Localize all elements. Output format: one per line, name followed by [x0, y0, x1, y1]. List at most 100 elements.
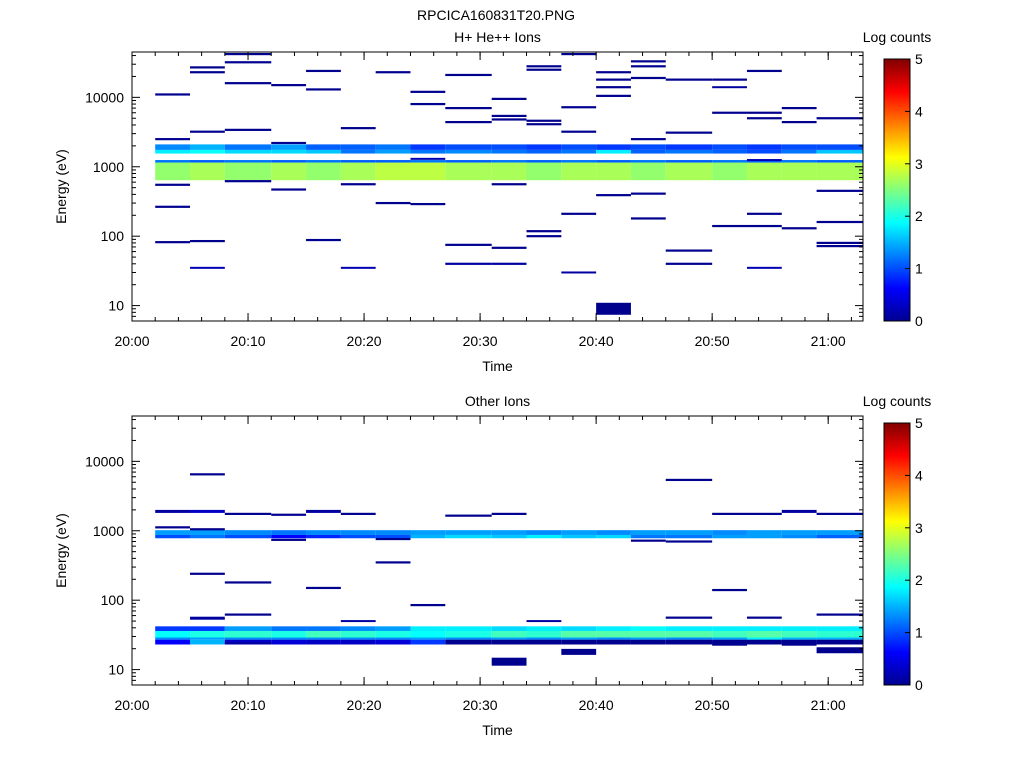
heatmap-band-cell — [665, 639, 713, 645]
heatmap-band-cell — [665, 162, 713, 181]
heatmap-band-cell — [410, 637, 446, 640]
heatmap-cell — [340, 512, 376, 515]
heatmap-cell — [271, 513, 307, 516]
colorbar-tick-label: 3 — [915, 156, 923, 172]
heatmap-cell — [224, 61, 272, 64]
heatmap-band-cell — [526, 534, 562, 539]
heatmap-band-cell — [306, 162, 341, 181]
heatmap-band-cell — [306, 630, 341, 638]
heatmap-cell — [712, 588, 747, 592]
heatmap-band-cell — [155, 630, 191, 638]
heatmap-band-cell — [561, 637, 597, 640]
heatmap-band-cell — [271, 630, 307, 638]
heatmap-cell — [712, 512, 747, 515]
heatmap-band-cell — [630, 530, 666, 535]
heatmap-band-cell — [445, 530, 492, 535]
heatmap-band-cell — [190, 534, 225, 539]
heatmap-cell — [816, 647, 863, 654]
colorbar-tick-label: 5 — [915, 51, 923, 67]
heatmap-band-cell — [445, 630, 492, 638]
x-tick-label: 20:10 — [231, 697, 266, 713]
heatmap-band-cell — [561, 162, 597, 181]
heatmap-cell — [816, 189, 863, 192]
heatmap-band-cell — [561, 534, 597, 539]
heatmap-band-cell — [712, 626, 747, 631]
heatmap-band-cell — [306, 160, 341, 163]
x-tick-label: 20:40 — [579, 697, 614, 713]
heatmap-band-cell — [746, 637, 782, 640]
heatmap-band-cell — [224, 630, 272, 638]
heatmap-band-cell — [781, 637, 817, 640]
x-tick-label: 20:10 — [231, 333, 266, 349]
x-tick-label: 21:00 — [811, 697, 846, 713]
heatmap-band-cell — [816, 630, 863, 638]
heatmap-cell — [712, 224, 747, 228]
heatmap-cell — [596, 194, 631, 197]
heatmap-band-cell — [155, 149, 191, 154]
heatmap-band-cell — [306, 637, 341, 640]
heatmap-cell — [526, 230, 562, 233]
heatmap-band-cell — [306, 639, 341, 645]
heatmap-band-cell — [665, 626, 713, 631]
heatmap-band-cell — [596, 149, 631, 154]
heatmap-band-cell — [746, 626, 782, 631]
heatmap-band-cell — [491, 530, 527, 535]
heatmap-band-cell — [410, 626, 446, 631]
heatmap-band-cell — [306, 144, 341, 150]
heatmap-cell — [746, 616, 782, 619]
heatmap-cell — [665, 262, 713, 265]
heatmap-band-cell — [746, 530, 782, 535]
heatmap-cell — [781, 106, 817, 110]
heatmap-cell — [491, 114, 527, 118]
heatmap-cell — [561, 130, 597, 133]
heatmap-band-cell — [445, 160, 492, 163]
heatmap-band-cell — [596, 630, 631, 638]
heatmap-band-cell — [491, 144, 527, 150]
heatmap-band-cell — [746, 149, 782, 154]
heatmap-cell — [155, 205, 191, 208]
heatmap-cell — [190, 266, 225, 269]
heatmap-band-cell — [596, 530, 631, 535]
heatmap-band-cell — [155, 144, 191, 150]
heatmap-cell — [190, 130, 225, 133]
heatmap-cell — [340, 266, 376, 269]
heatmap-cell — [491, 246, 527, 249]
heatmap-band-cell — [190, 639, 225, 645]
heatmap-band-cell — [665, 149, 713, 154]
heatmap-cell — [375, 201, 411, 205]
figure-title: RPCICA160831T20.PNG — [417, 7, 575, 23]
heatmap-band-cell — [712, 530, 747, 535]
heatmap-band-cell — [561, 639, 597, 645]
heatmap-cell — [781, 227, 817, 230]
x-tick-label: 20:20 — [347, 333, 382, 349]
heatmap-band-cell — [781, 144, 817, 150]
heatmap-cell — [224, 128, 272, 131]
panel-title: H+ He++ Ions — [454, 29, 541, 45]
heatmap-band-cell — [816, 162, 863, 181]
heatmap-cell — [526, 65, 562, 68]
heatmap-cell — [410, 603, 446, 607]
heatmap-band-cell — [712, 637, 747, 640]
heatmap-band-cell — [340, 162, 376, 181]
heatmap-band-cell — [155, 639, 191, 645]
heatmap-band-cell — [561, 630, 597, 638]
heatmap-cell — [665, 78, 713, 81]
heatmap-cell — [491, 512, 527, 515]
heatmap-band-cell — [781, 530, 817, 535]
heatmap-band-cell — [596, 639, 631, 645]
heatmap-cell — [665, 616, 713, 619]
panel-2: 20:00 20:10 20:20 20:30 20:40 20:50 21:0010100… — [53, 393, 931, 738]
heatmap-band-cell — [445, 626, 492, 631]
heatmap-band-cell — [665, 637, 713, 640]
heatmap-band-cell — [816, 534, 863, 539]
colorbar-tick-label: 4 — [915, 467, 923, 483]
heatmap-band-cell — [375, 162, 411, 181]
heatmap-band-cell — [816, 149, 863, 154]
heatmap-cell — [224, 180, 272, 183]
heatmap-band-cell — [375, 160, 411, 163]
heatmap-band-cell — [190, 149, 225, 154]
heatmap-band-cell — [190, 162, 225, 181]
heatmap-cell — [781, 120, 817, 124]
heatmap-band-cell — [155, 530, 191, 535]
heatmap-band-cell — [630, 639, 666, 645]
